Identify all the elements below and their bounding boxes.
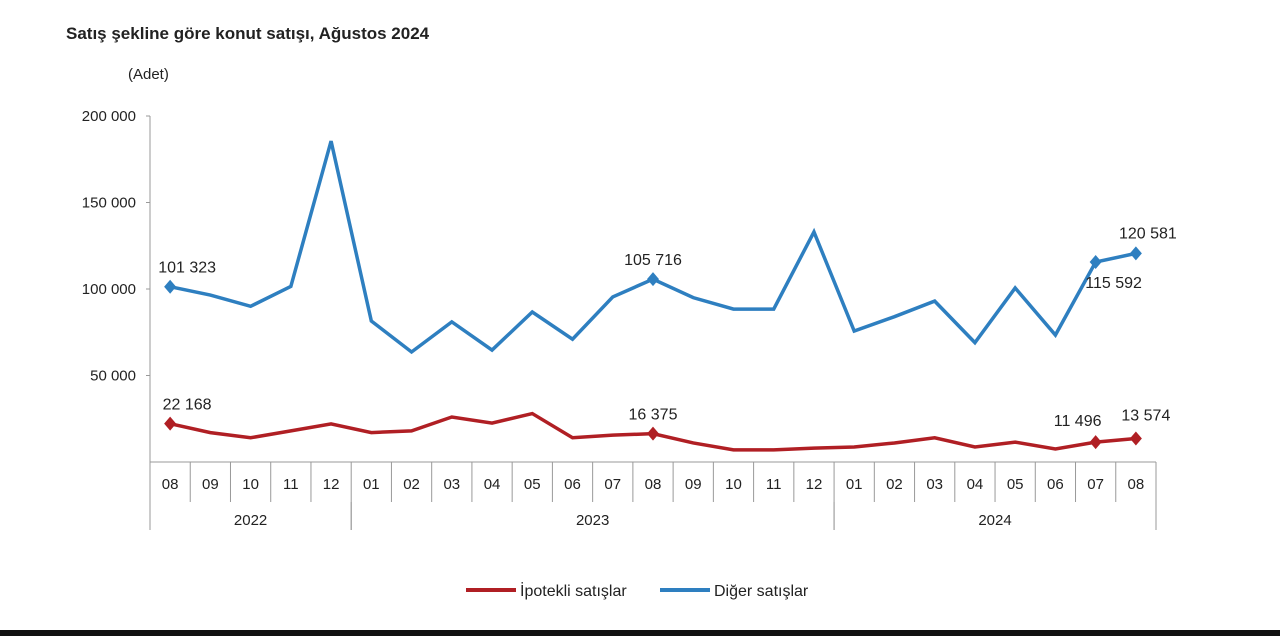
x-tick-label: 11 [283, 476, 299, 493]
x-tick-label: 11 [766, 476, 782, 493]
legend-label: Diğer satışlar [714, 583, 809, 600]
data-label: 115 592 [1085, 275, 1142, 292]
series-line-1 [169, 140, 1137, 355]
year-label: 2024 [978, 512, 1011, 529]
data-label: 13 574 [1121, 408, 1170, 425]
x-tick-label: 02 [886, 476, 903, 493]
data-point-marker [164, 416, 177, 431]
year-label: 2023 [576, 512, 609, 529]
data-label: 22 168 [163, 397, 212, 414]
y-tick-label: 200 000 [82, 108, 136, 125]
x-tick-label: 09 [202, 476, 219, 493]
data-point-marker [164, 279, 177, 294]
x-tick-label: 06 [1047, 476, 1064, 493]
chart-title: Satış şekline göre konut satışı, Ağustos… [66, 24, 430, 43]
x-tick-label: 06 [564, 476, 581, 493]
bottom-border [0, 630, 1280, 636]
x-tick-label: 08 [1128, 476, 1145, 493]
x-tick-label: 10 [242, 476, 259, 493]
x-tick-label: 07 [1087, 476, 1104, 493]
x-tick-label: 10 [725, 476, 742, 493]
data-label: 16 375 [629, 407, 678, 424]
data-point-marker [647, 272, 659, 287]
data-label: 120 581 [1119, 225, 1177, 242]
data-label: 11 496 [1054, 413, 1102, 430]
x-tick-label: 12 [806, 476, 823, 493]
y-tick-label: 150 000 [82, 195, 136, 212]
x-tick-label: 08 [645, 476, 662, 493]
y-axis-unit: (Adet) [128, 66, 169, 83]
y-tick-label: 50 000 [90, 368, 136, 385]
year-label: 2022 [234, 512, 267, 529]
x-tick-label: 04 [967, 476, 984, 493]
x-tick-label: 02 [403, 476, 420, 493]
x-tick-label: 08 [162, 476, 179, 493]
x-tick-label: 01 [846, 476, 863, 493]
x-tick-label: 05 [1007, 476, 1024, 493]
data-point-marker [1129, 431, 1142, 446]
data-point-marker [1089, 435, 1102, 450]
data-point-marker [1089, 255, 1102, 270]
x-tick-label: 03 [926, 476, 943, 493]
data-label: 101 323 [158, 260, 216, 277]
x-tick-label: 04 [484, 476, 501, 493]
x-tick-label: 01 [363, 476, 380, 493]
data-label: 105 716 [624, 252, 682, 269]
legend-label: İpotekli satışlar [520, 581, 627, 600]
x-tick-label: 09 [685, 476, 702, 493]
x-tick-label: 05 [524, 476, 541, 493]
y-tick-label: 100 000 [82, 281, 136, 298]
data-point-marker [1129, 246, 1142, 261]
x-tick-label: 12 [323, 476, 340, 493]
data-point-marker [647, 426, 659, 441]
x-tick-label: 03 [443, 476, 460, 493]
x-tick-label: 07 [604, 476, 621, 493]
